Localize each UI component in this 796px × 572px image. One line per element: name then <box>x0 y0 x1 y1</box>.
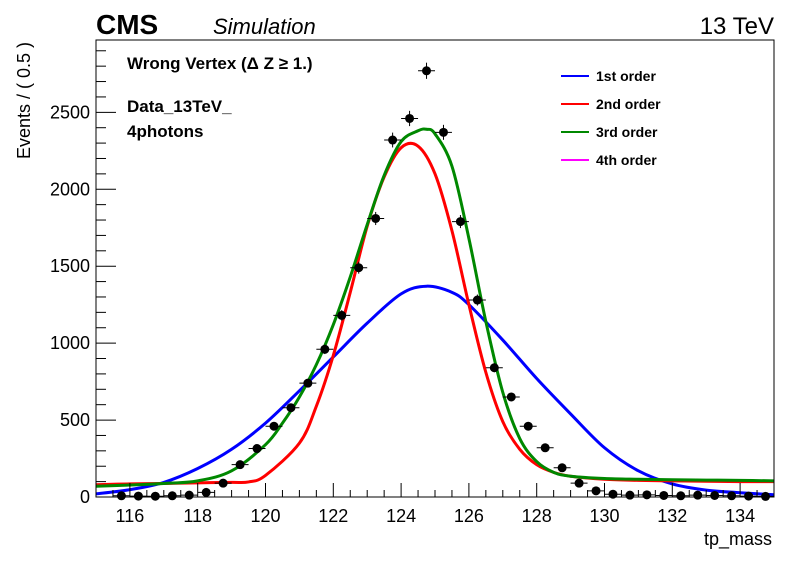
status-label: Simulation <box>213 14 316 39</box>
x-tick-label: 116 <box>116 506 145 526</box>
data-point <box>468 294 486 306</box>
data-point <box>146 491 164 501</box>
data-point <box>248 444 266 454</box>
data-point <box>553 463 571 473</box>
legend-label: 3rd order <box>596 124 658 140</box>
x-tick-label: 118 <box>183 506 212 526</box>
data-point <box>604 489 622 499</box>
y-tick-label: 500 <box>60 410 90 430</box>
annotation-line-2: Data_13TeV_ <box>127 97 232 116</box>
data-point <box>485 363 503 373</box>
data-point <box>655 490 673 500</box>
data-point <box>197 487 215 497</box>
data-point <box>401 110 419 127</box>
data-point <box>536 443 554 453</box>
legend-label: 2nd order <box>596 96 661 112</box>
data-point <box>282 403 300 413</box>
x-tick-label: 126 <box>454 506 484 526</box>
legend-item: 3rd order <box>561 124 658 140</box>
x-tick-label: 128 <box>522 506 552 526</box>
data-point <box>587 486 605 496</box>
data-point <box>418 62 435 79</box>
x-tick-label: 130 <box>589 506 619 526</box>
legend-label: 4th order <box>596 152 657 168</box>
data-point <box>367 211 385 226</box>
fit-curves <box>95 127 775 497</box>
energy-label: 13 TeV <box>700 13 774 40</box>
data-point <box>129 491 147 501</box>
data-point <box>740 491 758 501</box>
data-point <box>502 392 520 402</box>
y-tick-label: 1000 <box>50 333 90 353</box>
data-point <box>350 261 368 274</box>
data-point <box>333 310 351 321</box>
data-point <box>519 421 537 431</box>
legend-item: 1st order <box>561 68 656 84</box>
y-tick-label: 2500 <box>50 102 90 122</box>
axes: 116 118 120 122 124 126 128 130 132 134 0 500 1000 15… <box>50 50 775 526</box>
y-tick-label: 2000 <box>50 179 90 199</box>
data-point <box>163 491 181 501</box>
data-point <box>231 460 249 470</box>
legend-item: 2nd order <box>561 96 661 112</box>
data-point <box>384 132 402 148</box>
x-tick-label: 132 <box>657 506 687 526</box>
legend: 1st order 2nd order 3rd order 4th order <box>561 68 661 168</box>
experiment-label: CMS <box>96 9 158 40</box>
x-tick-label: 120 <box>250 506 280 526</box>
data-point <box>112 491 130 501</box>
data-point <box>723 491 741 501</box>
data-point <box>265 421 283 431</box>
legend-item: 4th order <box>561 152 657 168</box>
data-point <box>214 478 232 488</box>
plot-frame <box>95 39 775 498</box>
x-tick-label: 122 <box>318 506 348 526</box>
y-tick-label: 1500 <box>50 256 90 276</box>
fit-curve-3rd-order <box>95 127 775 488</box>
legend-label: 1st order <box>596 68 656 84</box>
x-axis-title: tp_mass <box>704 529 772 550</box>
data-point <box>570 478 588 488</box>
data-point <box>672 491 690 501</box>
x-tick-label: 134 <box>725 506 755 526</box>
annotation-line-3: 4photons <box>127 122 204 141</box>
data-point <box>435 124 452 140</box>
x-tick-label: 124 <box>386 506 416 526</box>
y-tick-label: 0 <box>80 487 90 507</box>
y-axis-title: Events / ( 0.5 ) <box>14 42 34 159</box>
annotation-line-1: Wrong Vertex (Δ Z ≥ 1.) <box>127 54 313 73</box>
data-point <box>299 378 317 388</box>
data-point <box>451 215 469 229</box>
data-point <box>706 490 724 500</box>
data-point <box>316 344 334 355</box>
